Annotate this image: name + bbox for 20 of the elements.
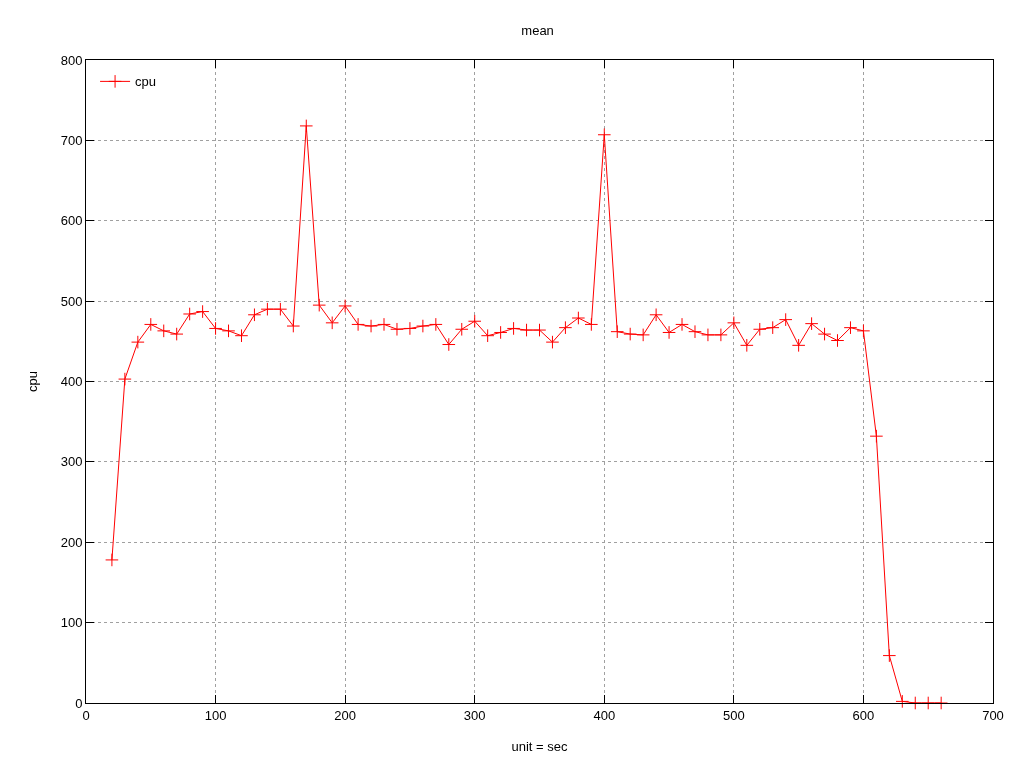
x-axis-title: unit = sec [511,739,568,755]
y-tick-label: 800 [60,52,83,68]
x-tick-label: 200 [334,707,356,723]
x-tick-label: 500 [723,707,745,723]
x-tick-label: 700 [982,707,1004,723]
x-tick-label: 100 [204,707,227,723]
x-tick-label: 600 [852,707,875,723]
chart-title: mean [521,23,554,39]
x-tick-label: 300 [463,707,486,723]
y-tick-label: 300 [60,454,83,470]
y-tick-label: 200 [60,534,83,550]
y-tick-label: 0 [75,695,83,711]
y-tick-label: 700 [60,132,83,148]
y-tick-label: 400 [60,374,83,390]
y-tick-label: 600 [60,213,83,229]
y-tick-label: 500 [60,293,83,309]
legend-label: cpu [135,74,157,90]
y-axis-title: cpu [24,371,40,392]
x-tick-label: 400 [593,707,616,723]
y-tick-label: 100 [60,615,83,631]
